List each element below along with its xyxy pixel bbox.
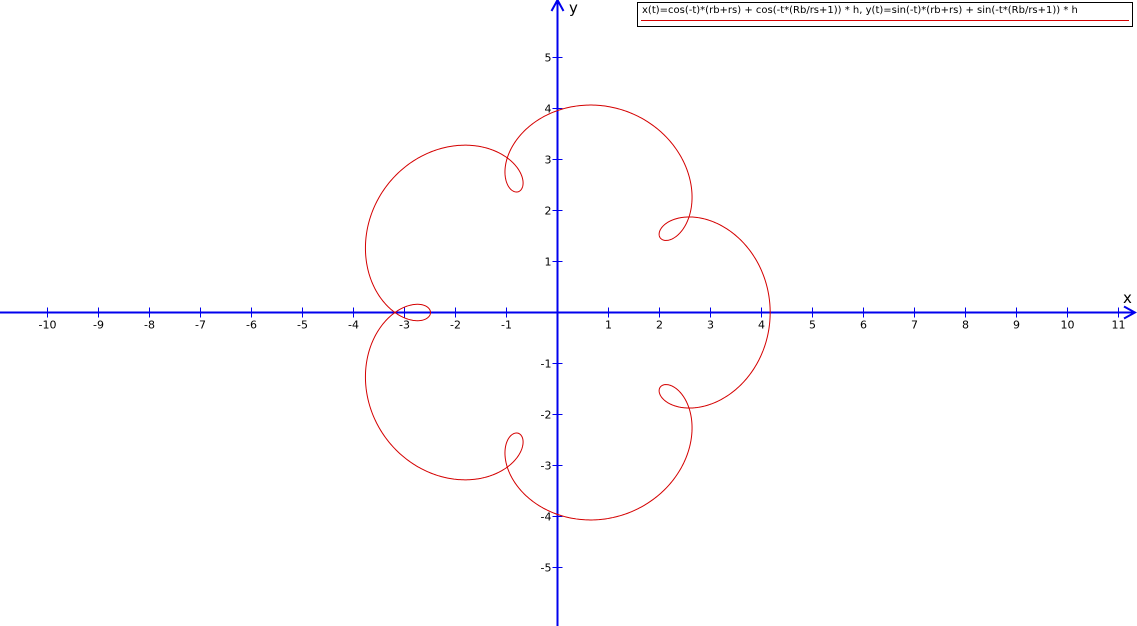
x-tick-label: 11	[1112, 319, 1126, 332]
y-tick-label: -3	[541, 460, 552, 473]
y-tick-label: -5	[541, 562, 552, 575]
y-tick-label: -1	[541, 358, 552, 371]
x-tick-label: 6	[860, 319, 867, 332]
x-tick-label: -7	[195, 319, 206, 332]
x-tick-label: -10	[39, 319, 57, 332]
x-tick-label: -8	[144, 319, 155, 332]
x-tick-label: 7	[911, 319, 918, 332]
x-tick-label: -9	[93, 319, 104, 332]
y-tick-label: -4	[541, 511, 552, 524]
y-tick-label: 4	[545, 103, 552, 116]
x-tick-label: -3	[399, 319, 410, 332]
x-tick-label: 2	[656, 319, 663, 332]
y-tick-label: 3	[545, 154, 552, 167]
x-tick-label: 10	[1061, 319, 1075, 332]
x-tick-label: 8	[962, 319, 969, 332]
legend-entry-label: x(t)=cos(-t)*(rb+rs) + cos(-t*(Rb/rs+1))…	[642, 5, 1078, 16]
x-axis-label: x	[1123, 289, 1132, 307]
y-tick-label: -2	[541, 409, 552, 422]
x-tick-label: -5	[297, 319, 308, 332]
x-tick-label: -2	[450, 319, 461, 332]
y-tick-label: 2	[545, 205, 552, 218]
y-axis-label: y	[569, 0, 578, 17]
x-axis-arrow	[1123, 305, 1137, 320]
y-tick-label: 1	[545, 256, 552, 269]
legend-swatch-line	[641, 20, 1129, 21]
y-tick-label: 5	[545, 52, 552, 65]
x-tick-label: 3	[707, 319, 714, 332]
x-tick-label: 5	[809, 319, 816, 332]
x-tick-label: -4	[348, 319, 359, 332]
tick-marks	[47, 57, 1119, 568]
legend: x(t)=cos(-t)*(rb+rs) + cos(-t*(Rb/rs+1))…	[637, 2, 1133, 27]
x-tick-label: 1	[605, 319, 612, 332]
x-tick-label: 4	[758, 319, 765, 332]
x-tick-label: -1	[501, 319, 512, 332]
series-curve	[364, 104, 771, 521]
tick-labels: -10 -9 -8 -7 -6 -5 -4 -3 -2 -1 1 2 3 4 5 6 7 8 9 10 11 -5 -4 -3…	[39, 52, 1126, 575]
x-tick-label: -6	[246, 319, 257, 332]
y-axis-arrow	[550, 0, 565, 12]
x-tick-label: 9	[1013, 319, 1020, 332]
